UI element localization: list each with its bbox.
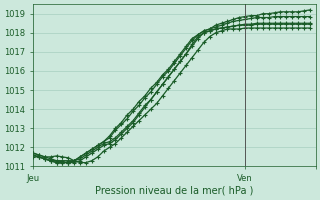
X-axis label: Pression niveau de la mer( hPa ): Pression niveau de la mer( hPa ) bbox=[95, 186, 253, 196]
